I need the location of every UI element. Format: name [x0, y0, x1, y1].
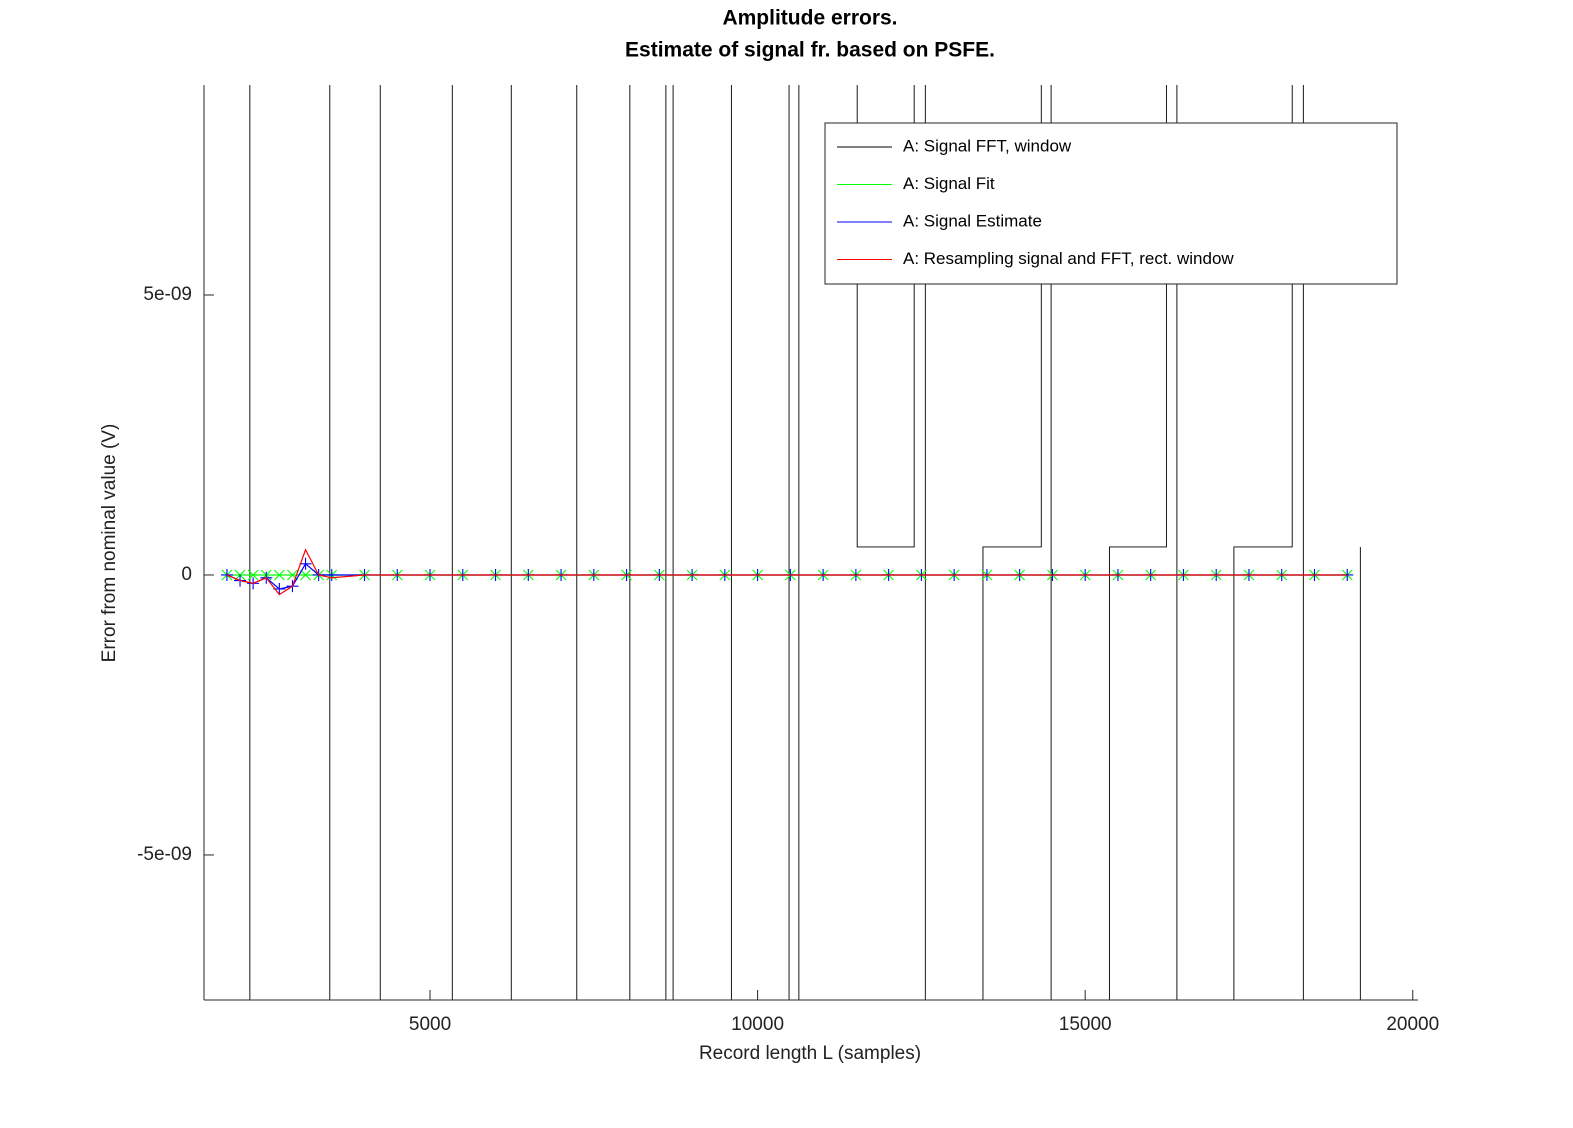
marker: [325, 568, 338, 581]
marker: [220, 568, 233, 581]
y-axis-label: Error from nominal value (V): [99, 424, 120, 663]
marker: [273, 569, 285, 581]
x-tick-label: 5000: [409, 1014, 451, 1035]
legend-label: A: Resampling signal and FFT, rect. wind…: [903, 249, 1234, 268]
legend-label: A: Signal FFT, window: [903, 136, 1072, 155]
chart-title: Amplitude errors.: [722, 7, 897, 30]
legend-label: A: Signal Estimate: [903, 211, 1042, 230]
marker: [247, 569, 259, 581]
series-line: [226, 548, 1348, 596]
x-tick-label: 10000: [731, 1014, 784, 1035]
plot-area: [220, 85, 1361, 1000]
marker: [299, 557, 312, 570]
chart-subtitle: Estimate of signal fr. based on PSFE.: [625, 39, 995, 62]
marker: [300, 569, 311, 581]
y-tick-label: -5e-09: [137, 844, 192, 865]
y-tick-label: 0: [181, 564, 192, 585]
x-tick-label: 20000: [1386, 1014, 1439, 1035]
series-line: [226, 562, 1348, 590]
legend: [824, 122, 1398, 285]
legend-label: A: Signal Fit: [903, 174, 995, 193]
y-tick-label: 5e-09: [143, 284, 192, 305]
x-axis-label: Record length L (samples): [699, 1043, 921, 1064]
x-tick-label: 15000: [1059, 1014, 1112, 1035]
